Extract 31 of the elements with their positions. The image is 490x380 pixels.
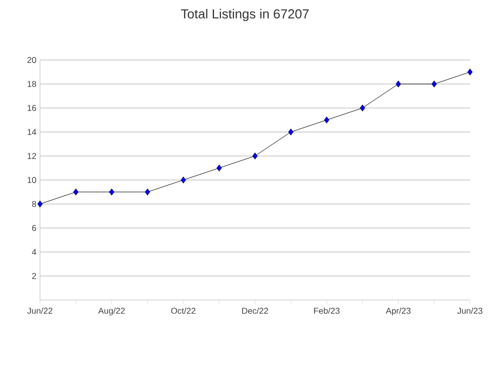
point: [37, 200, 43, 208]
point: [432, 80, 437, 88]
point: [324, 116, 330, 124]
point: [360, 104, 366, 112]
point: [180, 176, 186, 184]
x-tick-label: Apr/23: [386, 308, 410, 316]
x-tick-label: Oct/22: [171, 308, 196, 314]
y-tick-label: 10: [28, 176, 36, 183]
y-tick-label: 4: [32, 249, 36, 255]
x-tick-label: Dec/22: [242, 308, 268, 314]
point: [288, 128, 294, 136]
y-tick-label: 8: [32, 200, 36, 207]
point: [252, 152, 258, 160]
x-tick-label: Feb/23: [314, 308, 340, 314]
point: [109, 188, 114, 196]
y-tick-label: 16: [28, 104, 36, 111]
y-tick-label: 6: [32, 224, 36, 231]
point: [144, 188, 150, 196]
y-tick-label: 14: [28, 129, 36, 135]
y-tick-label: 2: [32, 273, 36, 279]
chart-title: Total Listings in 67207: [180, 8, 309, 22]
y-tick-label: 18: [28, 80, 36, 87]
point: [467, 68, 473, 76]
x-tick-label: Jun/22: [27, 308, 52, 314]
y-tick-label: 12: [28, 153, 36, 159]
point: [216, 164, 222, 172]
y-tick-label: 20: [27, 56, 36, 63]
point: [396, 80, 401, 88]
x-tick-label: Aug/22: [98, 308, 125, 316]
point: [73, 188, 78, 196]
x-tick-label: Jun/23: [457, 308, 482, 314]
